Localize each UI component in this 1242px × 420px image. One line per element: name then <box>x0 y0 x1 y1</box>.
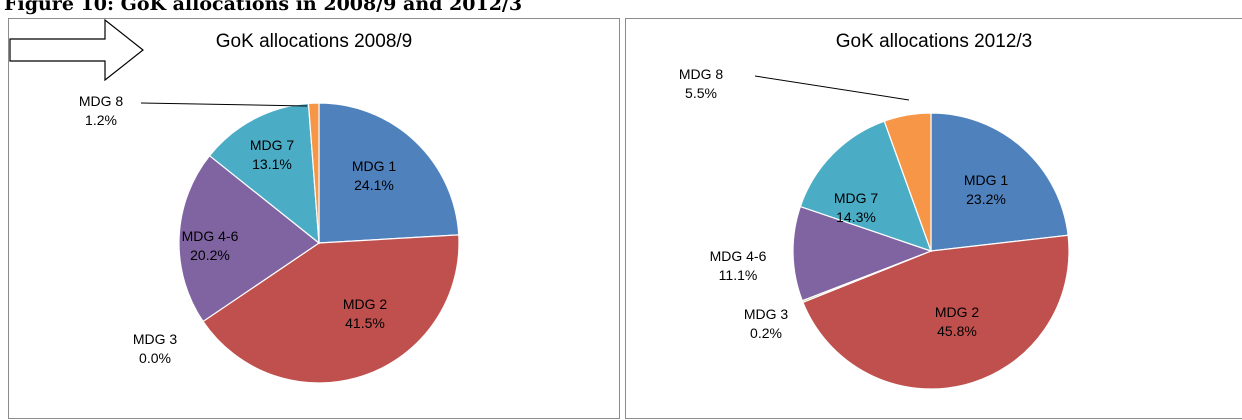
data-label-mdg-1: MDG 1 24.1% <box>352 158 397 193</box>
pie-slice-mdg-1 <box>930 112 1069 252</box>
pie-slice-mdg-8 <box>307 102 320 244</box>
pie-slice-mdg-2 <box>202 234 460 384</box>
data-label-mdg-3: MDG 3 0.2% <box>744 306 789 341</box>
data-label-mdg-7: MDG 7 13.1% <box>250 137 295 172</box>
pie-slice-mdg-7 <box>799 120 932 252</box>
pie-slice-mdg-1 <box>318 102 460 244</box>
data-label-mdg-3: MDG 3 0.0% <box>133 331 178 366</box>
chart-title-2008: GoK allocations 2008/9 <box>215 31 413 52</box>
data-label-mdg-2: MDG 2 45.8% <box>935 304 980 339</box>
pie-chart-2008: MDG 1 24.1% MDG 2 41.5% MDG 3 0.0% MDG 4-6 20.2… <box>79 93 460 384</box>
data-label-mdg-8: MDG 8 5.5% <box>679 66 724 101</box>
leader-line-mdg-8 <box>754 75 910 101</box>
leader-line-mdg-8 <box>140 102 308 107</box>
data-label-mdg-1: MDG 1 23.2% <box>964 172 1009 207</box>
pie-slice-mdg-8 <box>883 112 932 252</box>
chart-title-2012: GoK allocations 2012/3 <box>835 31 1033 52</box>
chart-panel-2008: GoK allocations 2008/9 MDG 1 24.1% MDG 2 41… <box>8 18 620 419</box>
pie-slice-mdg-4-6 <box>792 205 933 302</box>
pie-slice-mdg-2 <box>802 234 1070 390</box>
pie-chart-2012: MDG 1 23.2% MDG 2 45.8% MDG 3 0.2% MDG 4-6 11.1… <box>679 66 1070 390</box>
data-label-mdg-4-6: MDG 4-6 20.2% <box>182 228 239 263</box>
data-label-mdg-2: MDG 2 41.5% <box>343 296 388 331</box>
pie-slice-mdg-4-6 <box>178 154 321 323</box>
right-arrow-icon <box>9 19 144 81</box>
chart-panel-2012: GoK allocations 2012/3 MDG 1 23.2% MDG 2 45… <box>625 18 1242 419</box>
data-label-mdg-4-6: MDG 4-6 11.1% <box>710 248 767 283</box>
data-label-mdg-8: MDG 8 1.2% <box>79 93 124 128</box>
pie-slice-mdg-7 <box>208 102 320 245</box>
figure-caption: Figure 10: GoK allocations in 2008/9 and… <box>4 0 523 15</box>
data-label-mdg-7: MDG 7 14.3% <box>834 190 879 225</box>
